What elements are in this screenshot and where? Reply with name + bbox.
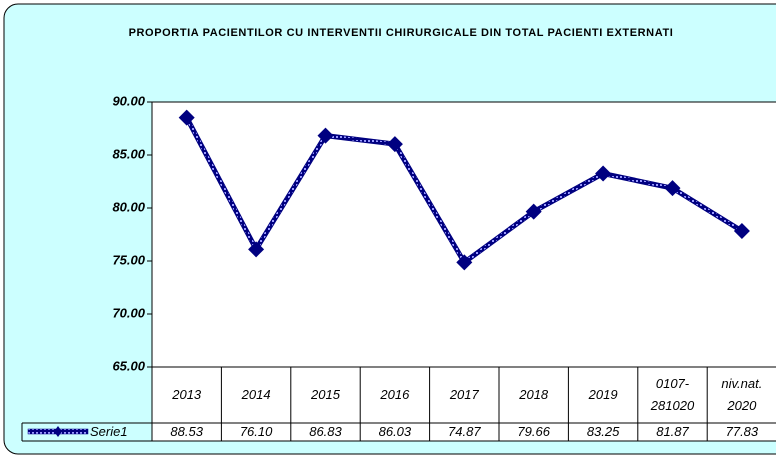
marker (386, 136, 403, 153)
x-tick-label: 2013 (172, 387, 202, 402)
y-tick-label: 65.00 (112, 358, 145, 373)
x-tick-label: 2016 (380, 387, 410, 402)
table-value: 81.87 (656, 424, 689, 439)
plot-area (151, 101, 776, 368)
y-tick-label: 90.00 (112, 93, 145, 108)
y-tick-label: 70.00 (112, 305, 145, 320)
marker (733, 223, 750, 240)
legend-label: Serie1 (90, 424, 128, 439)
x-tick-label: 2018 (519, 387, 549, 402)
y-tick-label: 80.00 (112, 199, 145, 214)
marker (525, 203, 542, 220)
y-tick-label: 75.00 (112, 252, 145, 267)
marker (595, 165, 612, 182)
table-value: 88.53 (170, 424, 203, 439)
legend-marker (54, 426, 62, 437)
marker (456, 254, 473, 271)
marker (664, 180, 681, 197)
x-tick-label: 2019 (588, 387, 618, 402)
table-value: 86.03 (378, 424, 412, 439)
x-tick-label: 0107-281020 (650, 376, 695, 413)
table-value: 83.25 (586, 424, 620, 439)
marker (178, 109, 195, 126)
table-value: 74.87 (448, 424, 481, 439)
marker (248, 241, 265, 258)
chart-title: PROPORTIA PACIENTILOR CU INTERVENTII CHI… (128, 27, 674, 39)
table-bg (151, 366, 776, 442)
table-value: 86.83 (309, 424, 342, 439)
x-tick-label: niv.nat. 2020 (721, 376, 763, 413)
table-value: 79.66 (517, 424, 550, 439)
marker (317, 127, 334, 144)
x-tick-label: 2014 (241, 387, 271, 402)
x-tick-label: 2015 (311, 387, 340, 402)
table-value: 77.83 (725, 424, 759, 439)
x-tick-label: 2017 (449, 387, 479, 402)
y-tick-label: 85.00 (112, 146, 145, 161)
table-value: 76.10 (239, 424, 273, 439)
